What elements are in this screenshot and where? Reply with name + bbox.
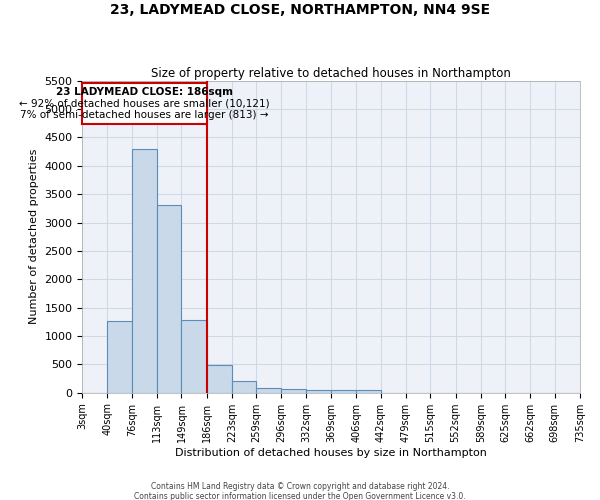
X-axis label: Distribution of detached houses by size in Northampton: Distribution of detached houses by size … bbox=[175, 448, 487, 458]
Bar bbox=[107, 321, 132, 392]
Text: ← 92% of detached houses are smaller (10,121): ← 92% of detached houses are smaller (10… bbox=[19, 98, 270, 108]
Bar bbox=[331, 390, 356, 392]
Bar bbox=[206, 366, 232, 392]
Bar bbox=[232, 382, 256, 392]
Title: Size of property relative to detached houses in Northampton: Size of property relative to detached ho… bbox=[151, 66, 511, 80]
Text: Contains HM Land Registry data © Crown copyright and database right 2024.
Contai: Contains HM Land Registry data © Crown c… bbox=[134, 482, 466, 500]
Bar bbox=[306, 390, 331, 392]
Bar bbox=[157, 206, 181, 392]
Text: 23 LADYMEAD CLOSE: 186sqm: 23 LADYMEAD CLOSE: 186sqm bbox=[56, 87, 233, 97]
Text: 23, LADYMEAD CLOSE, NORTHAMPTON, NN4 9SE: 23, LADYMEAD CLOSE, NORTHAMPTON, NN4 9SE bbox=[110, 2, 490, 16]
Bar bbox=[181, 320, 206, 392]
Bar bbox=[356, 390, 381, 392]
Bar bbox=[281, 389, 306, 392]
Text: 7% of semi-detached houses are larger (813) →: 7% of semi-detached houses are larger (8… bbox=[20, 110, 269, 120]
Bar bbox=[132, 149, 157, 392]
Y-axis label: Number of detached properties: Number of detached properties bbox=[29, 149, 39, 324]
Bar bbox=[256, 388, 281, 392]
FancyBboxPatch shape bbox=[82, 83, 206, 124]
